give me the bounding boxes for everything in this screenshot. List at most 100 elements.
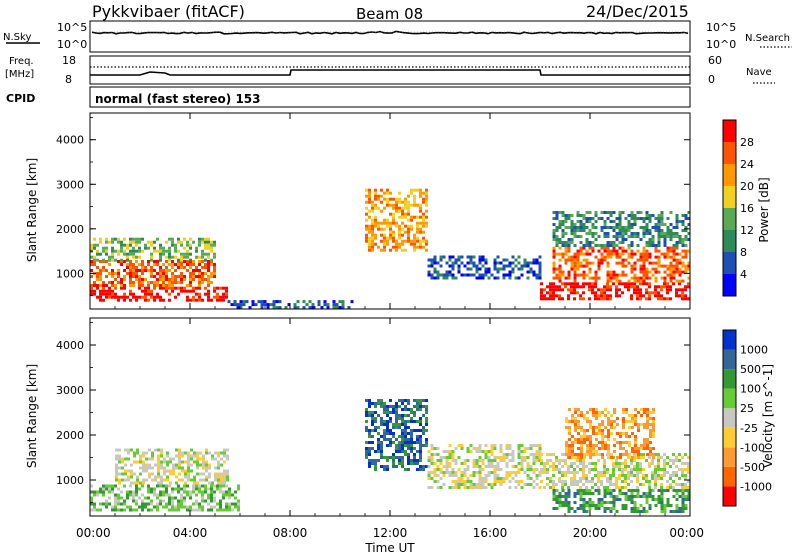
velocity-echo-pixel — [172, 457, 175, 461]
velocity-echo-pixel — [389, 438, 392, 441]
velocity-echo-pixel — [436, 459, 440, 462]
power-echo-pixel — [445, 273, 449, 277]
velocity-echo-pixel — [392, 435, 395, 438]
power-echo-pixel — [555, 226, 559, 229]
power-echo-pixel — [558, 238, 562, 241]
power-echo-pixel — [165, 286, 168, 290]
velocity-echo-pixel — [419, 450, 422, 453]
power-echo-pixel — [642, 249, 646, 253]
velocity-echo-pixel — [570, 471, 573, 474]
power-echo-pixel — [407, 218, 410, 222]
velocity-echo-pixel — [404, 450, 407, 453]
velocity-echo-pixel — [585, 477, 588, 480]
power-echo-pixel — [383, 218, 386, 222]
velocity-echo-pixel — [187, 454, 190, 458]
velocity-echo-pixel — [585, 510, 589, 513]
velocity-echo-pixel — [612, 465, 615, 468]
y-tick-label: 3000 — [56, 384, 84, 397]
velocity-echo-pixel — [220, 451, 223, 455]
power-echo-pixel — [621, 246, 625, 250]
velocity-echo-pixel — [621, 492, 625, 495]
power-echo-pixel — [195, 286, 198, 290]
power-echo-pixel — [135, 243, 138, 247]
velocity-echo-pixel — [595, 408, 598, 411]
velocity-echo-pixel — [165, 493, 168, 497]
velocity-echo-pixel — [383, 411, 386, 414]
velocity-echo-pixel — [582, 462, 585, 465]
power-echo-pixel — [552, 235, 556, 238]
power-echo-pixel — [660, 229, 664, 232]
velocity-echo-pixel — [642, 468, 645, 471]
velocity-echo-pixel — [145, 451, 148, 455]
velocity-echo-pixel — [398, 456, 401, 459]
velocity-echo-pixel — [436, 447, 440, 450]
velocity-echo-pixel — [380, 399, 383, 402]
power-echo-pixel — [404, 215, 407, 219]
velocity-echo-pixel — [612, 468, 615, 471]
velocity-echo-pixel — [430, 462, 434, 465]
velocity-echo-pixel — [505, 471, 509, 474]
velocity-echo-pixel — [543, 486, 546, 489]
power-echo-pixel — [398, 209, 401, 213]
power-echo-pixel — [654, 279, 658, 283]
velocity-echo-pixel — [570, 462, 573, 465]
power-echo-pixel — [654, 294, 657, 298]
velocity-echo-pixel — [395, 420, 398, 423]
power-echo-pixel — [111, 275, 114, 278]
velocity-echo-pixel — [651, 462, 654, 465]
velocity-echo-pixel — [93, 493, 96, 497]
velocity-echo-pixel — [419, 399, 422, 402]
velocity-echo-pixel — [132, 496, 135, 500]
power-echo-pixel — [422, 239, 425, 243]
velocity-echo-pixel — [217, 451, 220, 455]
power-echo-pixel — [117, 249, 120, 253]
velocity-echo-pixel — [555, 483, 558, 486]
velocity-echo-pixel — [517, 468, 521, 471]
velocity-echo-pixel — [392, 426, 395, 429]
velocity-echo-pixel — [425, 441, 428, 444]
power-echo-pixel — [484, 267, 488, 271]
power-echo-pixel — [102, 258, 105, 262]
power-echo-pixel — [618, 294, 621, 298]
power-echo-pixel — [126, 272, 129, 275]
power-echo-pixel — [627, 226, 631, 229]
velocity-echo-pixel — [588, 489, 592, 492]
power-echo-pixel — [564, 220, 568, 223]
power-echo-pixel — [597, 264, 601, 268]
velocity-echo-pixel — [624, 465, 627, 468]
velocity-echo-pixel — [681, 462, 684, 465]
velocity-echo-pixel — [487, 450, 491, 453]
velocity-echo-pixel — [666, 471, 669, 474]
velocity-echo-pixel — [633, 495, 637, 498]
power-echo-pixel — [114, 295, 117, 299]
velocity-echo-pixel — [589, 441, 592, 444]
power-echo-pixel — [96, 272, 99, 275]
velocity-echo-pixel — [511, 477, 515, 480]
velocity-echo-pixel — [568, 408, 571, 411]
power-echo-pixel — [657, 238, 661, 241]
velocity-echo-pixel — [628, 456, 631, 459]
velocity-echo-pixel — [460, 483, 464, 486]
power-echo-pixel — [147, 263, 150, 266]
velocity-echo-pixel — [591, 480, 594, 483]
velocity-ylabel: Slant Range [km] — [25, 364, 39, 468]
velocity-echo-pixel — [567, 495, 571, 498]
velocity-echo-pixel — [523, 471, 527, 474]
velocity-echo-pixel — [127, 475, 130, 479]
power-echo-pixel — [532, 261, 536, 265]
power-echo-pixel — [561, 214, 565, 217]
velocity-echo-pixel — [637, 456, 640, 459]
power-echo-pixel — [117, 281, 120, 284]
velocity-echo-pixel — [183, 484, 186, 488]
velocity-echo-pixel — [202, 478, 205, 482]
power-echo-pixel — [108, 272, 111, 275]
velocity-echo-pixel — [606, 468, 609, 471]
velocity-echo-pixel — [535, 450, 539, 453]
power-echo-pixel — [180, 263, 183, 266]
power-echo-pixel — [180, 289, 183, 293]
power-echo-pixel — [374, 191, 377, 195]
power-echo-pixel — [395, 248, 398, 252]
power-echo-pixel — [678, 279, 682, 283]
power-echo-pixel — [430, 276, 434, 280]
velocity-echo-pixel — [499, 456, 503, 459]
